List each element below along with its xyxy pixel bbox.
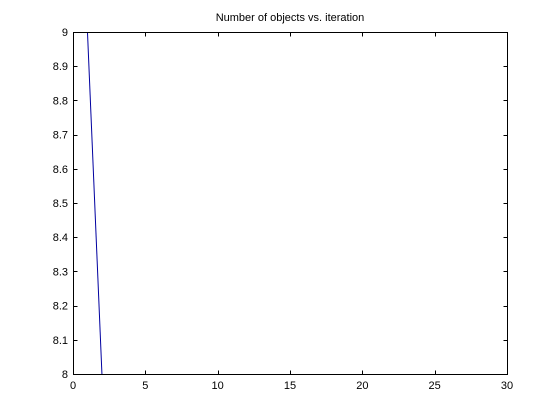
- y-tick-label: 8.4: [53, 232, 68, 244]
- y-tick-label: 8.7: [53, 130, 68, 142]
- plot-area: [73, 32, 508, 375]
- series-layer: [86, 31, 103, 375]
- y-tick-label: 8.3: [53, 266, 68, 278]
- x-tick-label: 0: [70, 380, 76, 392]
- y-tick-label: 8.8: [53, 95, 68, 107]
- y-tick-label: 8.1: [53, 335, 68, 347]
- y-tick-label: 9: [62, 27, 68, 39]
- y-tick-label: 8.9: [53, 61, 68, 73]
- ticks-layer: 0 5 10 15 20 25 30 8 8.1 8.2 8.3 8.4 8.5 8.6 8.7 8.8 8.9…: [53, 27, 513, 392]
- chart-title: Number of objects vs. iteration: [216, 12, 365, 24]
- x-tick-label: 25: [429, 380, 441, 392]
- x-tick-label: 5: [142, 380, 148, 392]
- y-tick-label: 8: [62, 369, 68, 381]
- x-tick-label: 15: [284, 380, 296, 392]
- plot-frame: [73, 32, 508, 375]
- x-tick-label: 30: [501, 380, 513, 392]
- y-tick-label: 8.2: [53, 301, 68, 313]
- y-tick-label: 8.6: [53, 164, 68, 176]
- y-tick-label: 8.5: [53, 198, 68, 210]
- x-tick-label: 20: [356, 380, 368, 392]
- series-line: [86, 31, 103, 375]
- x-tick-label: 10: [212, 380, 224, 392]
